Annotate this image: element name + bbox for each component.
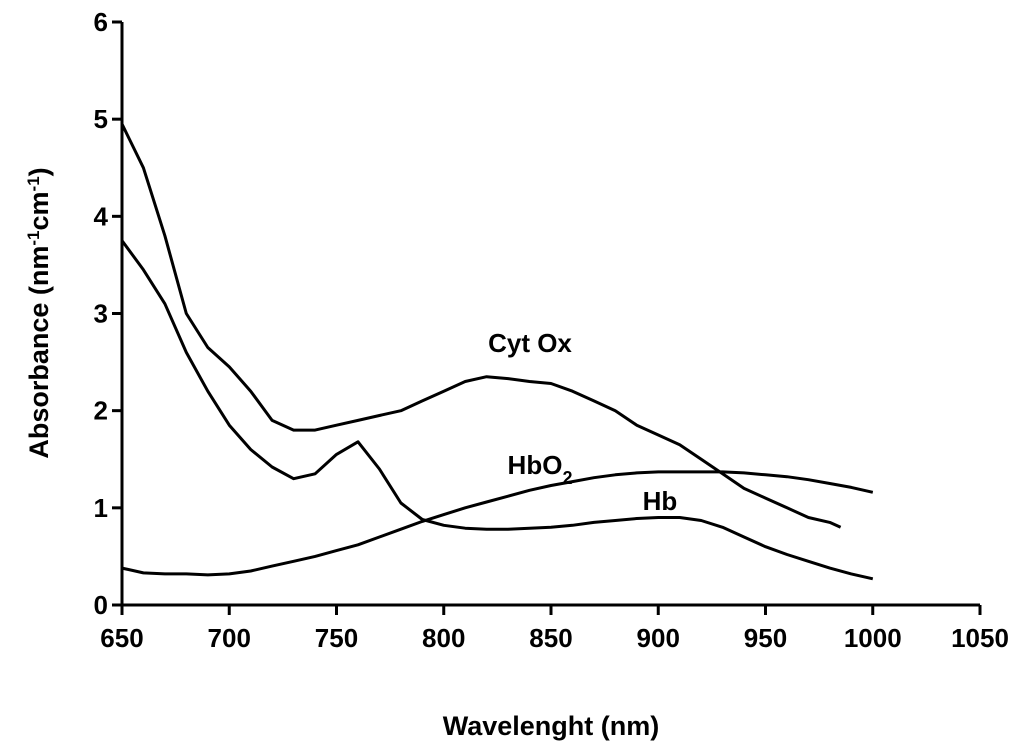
y-tick-label: 6 [94, 7, 108, 37]
y-axis-label-part: -1 [24, 230, 43, 245]
x-tick-label: 1000 [844, 623, 902, 653]
x-tick-label: 850 [529, 623, 572, 653]
y-axis-label-part: -1 [24, 176, 43, 191]
x-tick-label: 800 [422, 623, 465, 653]
x-tick-label: 1050 [951, 623, 1009, 653]
x-tick-label: 650 [100, 623, 143, 653]
annotation: Hb [643, 486, 678, 516]
x-axis-label: Wavelenght (nm) [443, 711, 660, 741]
line [121, 470, 874, 577]
y-tick-label: 5 [94, 104, 108, 134]
y-tick-label: 3 [94, 299, 108, 329]
y-tick-label: 4 [94, 201, 109, 231]
annotation-part: HbO [508, 450, 563, 480]
y-tick-label: 2 [94, 396, 108, 426]
annotation-part: Cyt Ox [488, 328, 572, 358]
line [120, 239, 874, 581]
y-axis-label-part: cm [24, 191, 54, 230]
y-tick-label: 0 [94, 590, 108, 620]
annotation-part: 2 [562, 468, 572, 488]
annotation: HbO2 [508, 450, 573, 488]
x-tick-label: 750 [315, 623, 358, 653]
y-tick-label: 1 [94, 493, 108, 523]
x-tick-label: 700 [208, 623, 251, 653]
x-tick-label: 900 [637, 623, 680, 653]
y-axis-label-part: ) [24, 167, 54, 176]
annotation-part: Hb [643, 486, 678, 516]
x-tick-label: 950 [744, 623, 787, 653]
y-axis-label: Absorbance (nm-1cm-1) [24, 167, 55, 458]
line [120, 123, 842, 529]
annotation: Cyt Ox [488, 328, 572, 358]
y-axis-label-part: Absorbance (nm [24, 246, 54, 459]
